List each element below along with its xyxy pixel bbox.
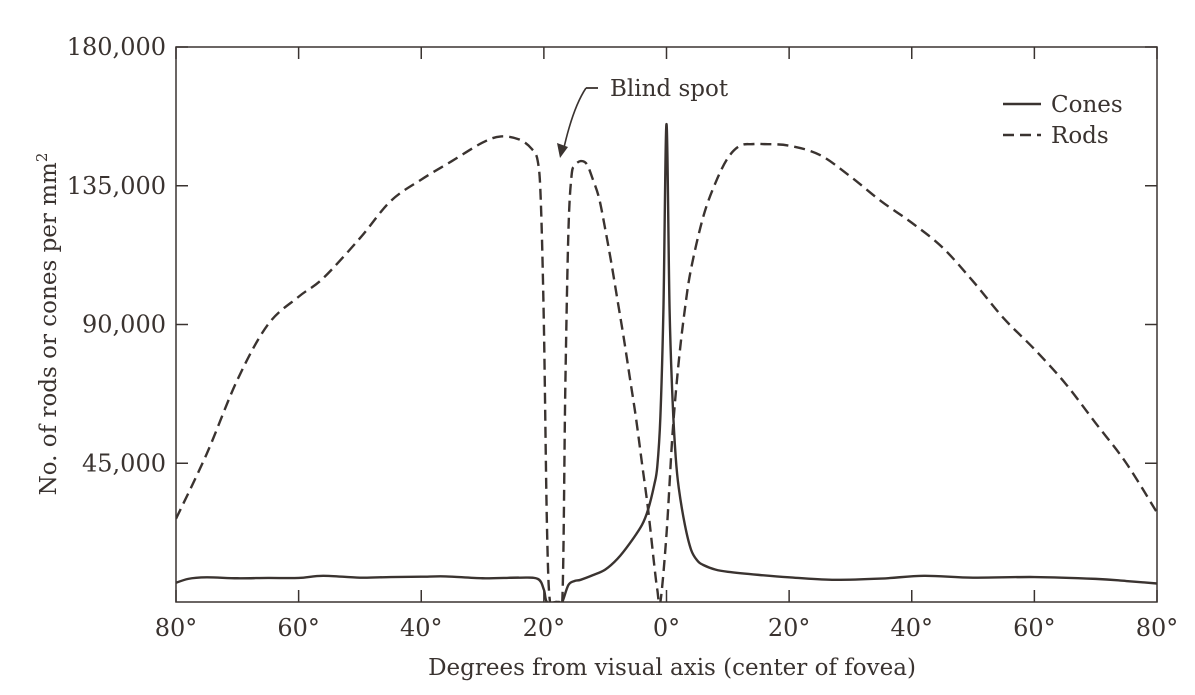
x-axis-title: Degrees from visual axis (center of fove… [428,655,916,681]
y-axis-title: No. of rods or cones per mm2 [33,153,62,496]
y-tick-label: 45,000 [82,449,166,477]
x-tick-label: 20° [768,614,811,642]
series-layer [176,122,1157,602]
y-tick-label: 90,000 [82,311,166,339]
y-axis: 45,000 90,000 135,000 180,000 [67,33,1157,477]
x-tick-label: 80° [1136,614,1179,642]
series-line-rods [176,135,1157,602]
blind-spot-arrowhead-icon [557,143,568,158]
x-tick-label: 60° [277,614,320,642]
x-tick-label: 20° [523,614,566,642]
y-axis-title-text: No. of rods or cones per mm [36,162,62,495]
x-tick-label: 60° [1013,614,1056,642]
x-tick-label: 40° [400,614,443,642]
legend: Cones Rods [1003,92,1123,149]
series-line-cones [176,122,1157,602]
y-tick-label: 135,000 [67,172,166,200]
blind-spot-label: Blind spot [610,76,729,102]
x-axis: 80° 60° 40° 20° 0° 20° 40° 60° 80° [155,47,1179,642]
x-tick-label: 80° [155,614,198,642]
legend-label-rods: Rods [1051,123,1109,149]
x-tick-label: 0° [653,614,680,642]
blind-spot-annotation: Blind spot [557,76,729,158]
legend-label-cones: Cones [1051,92,1123,118]
y-tick-label: 180,000 [67,33,166,61]
y-axis-title-superscript: 2 [33,153,51,163]
blind-spot-arrow [562,87,587,153]
x-tick-label: 40° [890,614,933,642]
